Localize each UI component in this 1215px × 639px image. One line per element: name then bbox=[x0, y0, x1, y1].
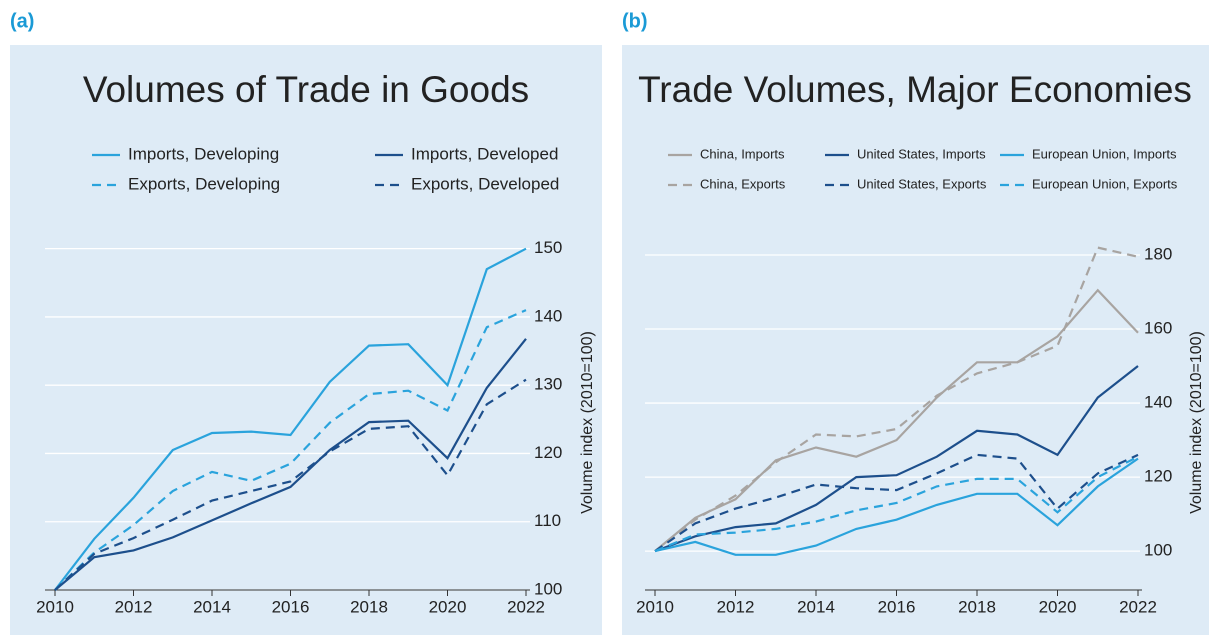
x-tick-label: 2014 bbox=[193, 597, 231, 616]
panel-label: (b) bbox=[622, 10, 648, 32]
legend-label: European Union, Exports bbox=[1032, 176, 1178, 191]
legend-label: China, Exports bbox=[700, 176, 786, 191]
legend-label: China, Imports bbox=[700, 146, 785, 161]
legend-label: United States, Exports bbox=[857, 176, 987, 191]
series-line bbox=[54, 309, 527, 591]
y-tick-label: 100 bbox=[1144, 541, 1172, 560]
panel-label: (a) bbox=[10, 10, 34, 32]
chart-title: Volumes of Trade in Goods bbox=[83, 69, 529, 110]
x-tick-label: 2012 bbox=[115, 597, 153, 616]
x-tick-label: 2020 bbox=[1039, 597, 1077, 616]
x-tick-label: 2010 bbox=[36, 597, 74, 616]
x-tick-label: 2016 bbox=[878, 597, 916, 616]
series-line bbox=[54, 338, 527, 591]
series-line bbox=[54, 378, 527, 591]
y-tick-label: 180 bbox=[1144, 244, 1172, 263]
y-tick-label: 150 bbox=[534, 238, 562, 257]
x-tick-label: 2022 bbox=[1119, 597, 1157, 616]
series-line bbox=[654, 288, 1139, 552]
y-tick-label: 160 bbox=[1144, 319, 1172, 338]
x-tick-label: 2018 bbox=[958, 597, 996, 616]
panel-background bbox=[622, 45, 1209, 635]
y-axis-label: Volume index (2010=100) bbox=[579, 331, 596, 514]
legend-label: United States, Imports bbox=[857, 146, 986, 161]
y-tick-label: 120 bbox=[1144, 467, 1172, 486]
y-tick-label: 120 bbox=[534, 443, 562, 462]
legend-label: European Union, Imports bbox=[1032, 146, 1177, 161]
x-tick-label: 2020 bbox=[429, 597, 467, 616]
x-tick-label: 2014 bbox=[797, 597, 835, 616]
series-line bbox=[654, 457, 1139, 556]
x-tick-label: 2010 bbox=[636, 597, 674, 616]
series-line bbox=[54, 247, 527, 591]
y-tick-label: 130 bbox=[534, 375, 562, 394]
legend-label: Imports, Developing bbox=[128, 144, 279, 163]
legend-label: Exports, Developed bbox=[411, 174, 559, 193]
x-tick-label: 2022 bbox=[507, 597, 545, 616]
series-line bbox=[654, 365, 1139, 553]
legend-label: Exports, Developing bbox=[128, 174, 280, 193]
y-tick-label: 100 bbox=[534, 579, 562, 598]
series-line bbox=[654, 455, 1139, 553]
y-tick-label: 140 bbox=[1144, 393, 1172, 412]
x-tick-label: 2016 bbox=[272, 597, 310, 616]
y-axis-label: Volume index (2010=100) bbox=[1188, 331, 1205, 514]
legend-label: Imports, Developed bbox=[411, 144, 558, 163]
panel-background bbox=[10, 45, 602, 635]
x-tick-label: 2012 bbox=[717, 597, 755, 616]
y-tick-label: 140 bbox=[534, 306, 562, 325]
series-line bbox=[654, 246, 1139, 552]
chart-title: Trade Volumes, Major Economies bbox=[638, 69, 1192, 110]
y-tick-label: 110 bbox=[534, 511, 561, 530]
series-line bbox=[654, 453, 1139, 553]
x-tick-label: 2018 bbox=[350, 597, 388, 616]
